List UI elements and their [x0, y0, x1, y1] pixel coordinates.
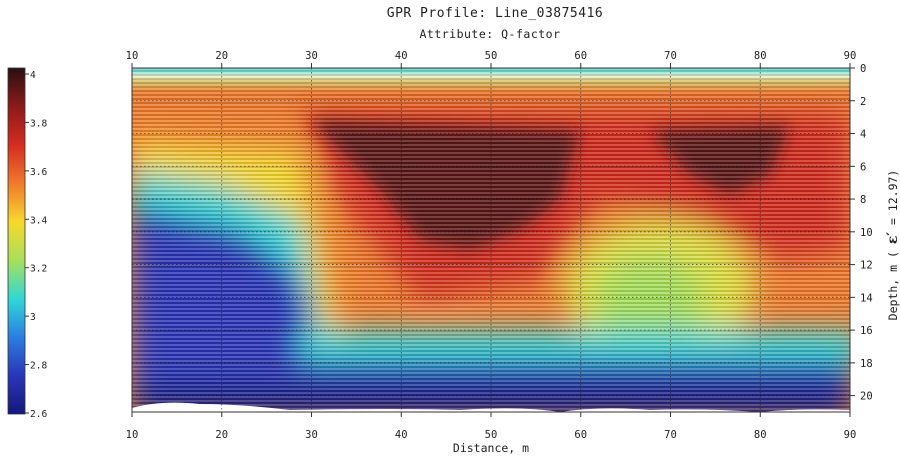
- no-data-bottom: [132, 402, 850, 412]
- x-tick-label-top: 60: [574, 50, 587, 62]
- x-tick-label-bottom: 50: [485, 429, 498, 441]
- colorbar-axis: 4 3.8 3.6 3.4 3.2 3 2.8 2.6: [25, 70, 47, 420]
- x-tick-label-bottom: 10: [126, 429, 139, 441]
- y-tick-label: 20: [860, 391, 873, 403]
- x-tick-label-bottom: 70: [664, 429, 677, 441]
- y-tick-label: 12: [860, 260, 873, 272]
- colorbar-tick-label: 2.8: [30, 361, 47, 372]
- x-tick-label-top: 20: [215, 50, 228, 62]
- x-tick-label-top: 70: [664, 50, 677, 62]
- x-tick-label-bottom: 30: [305, 429, 318, 441]
- x-tick-label-top: 30: [305, 50, 318, 62]
- colorbar-tick-label: 3.8: [30, 118, 47, 129]
- colorbar-tick-label: 3.4: [30, 215, 47, 226]
- y-tick-label: 18: [860, 358, 873, 370]
- y-tick-label: 4: [860, 129, 866, 141]
- x-tick-label-bottom: 20: [215, 429, 228, 441]
- x-tick-label-top: 90: [844, 50, 857, 62]
- colorbar-tick-label: 4: [30, 70, 36, 81]
- x-tick-label-bottom: 60: [574, 429, 587, 441]
- y-axis-right: 0 2 4 6 8 10 12 14 16 18 20: [850, 63, 873, 403]
- x-tick-label-bottom: 40: [395, 429, 408, 441]
- y-tick-label: 8: [860, 194, 866, 206]
- y-tick-label: 10: [860, 227, 873, 239]
- chart-title: GPR Profile: Line_03875416: [386, 6, 604, 21]
- x-axis-label: Distance, m: [452, 441, 530, 455]
- y-tick-label: 2: [860, 96, 866, 108]
- colorbar-tick-label: 3.6: [30, 167, 47, 178]
- x-tick-label-bottom: 90: [844, 429, 857, 441]
- colorbar-tick-label: 2.6: [30, 409, 47, 420]
- chart-subtitle: Attribute: Q-factor: [419, 27, 561, 41]
- x-tick-label-top: 80: [754, 50, 767, 62]
- y-tick-label: 6: [860, 161, 866, 173]
- x-tick-label-top: 50: [485, 50, 498, 62]
- y-tick-label: 0: [860, 63, 866, 75]
- x-tick-label-top: 40: [395, 50, 408, 62]
- colorbar-tick-label: 3.2: [30, 264, 47, 275]
- x-axis-top: 10 20 30 40 50 60 70 80 90: [126, 50, 857, 68]
- colorbar: [7, 67, 26, 415]
- x-axis-bottom: 10 20 30 40 50 60 70 80 90: [126, 412, 857, 441]
- heatmap-field: [132, 68, 850, 412]
- x-tick-label-top: 10: [126, 50, 139, 62]
- grid-lines: [132, 68, 850, 412]
- colorbar-tick-label: 3: [30, 312, 36, 323]
- y-tick-label: 16: [860, 325, 873, 337]
- x-tick-label-bottom: 80: [754, 429, 767, 441]
- y-tick-label: 14: [860, 292, 873, 304]
